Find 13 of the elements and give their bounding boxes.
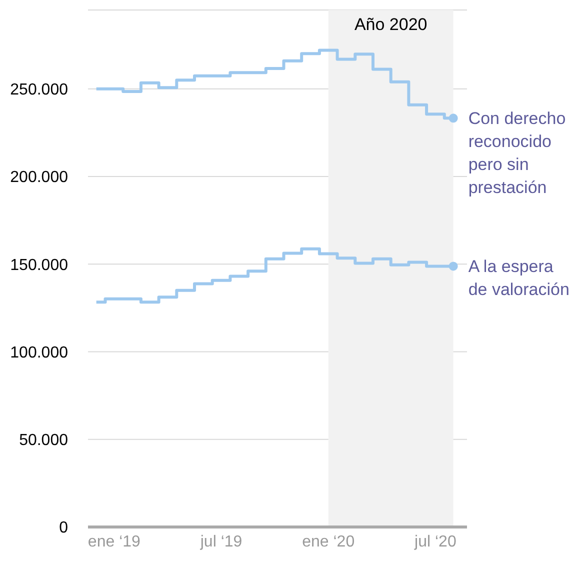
series-label: A la espera de valoración	[468, 257, 570, 300]
y-tick-label: 0	[59, 520, 68, 537]
band-label: Año 2020	[354, 15, 428, 34]
y-tick-label: 50.000	[19, 432, 68, 450]
y-tick-label: 200.000	[10, 169, 68, 186]
x-tick-label: ene ‘20	[302, 533, 355, 550]
x-tick-label: jul ‘20	[414, 533, 456, 550]
x-tick-label: jul ‘19	[199, 533, 242, 550]
x-tick-label: ene ‘19	[88, 533, 141, 550]
series-label: Con derecho reconocido pero sin prestación	[468, 109, 566, 198]
y-tick-label: 150.000	[10, 256, 68, 274]
y-tick-label: 100.000	[10, 344, 68, 362]
y-tick-label: 250.000	[10, 82, 68, 99]
